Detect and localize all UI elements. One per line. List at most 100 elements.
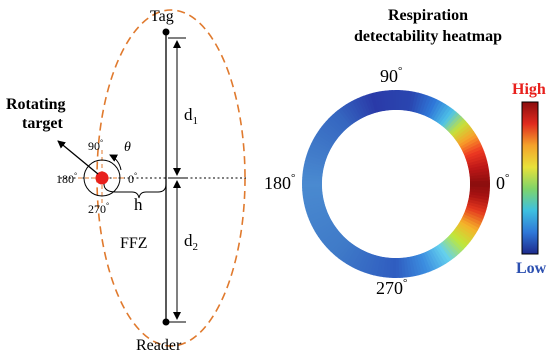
heatmap-ring-segment <box>441 240 457 259</box>
heatmap-ring-segment <box>452 229 471 245</box>
heatmap-ring-segment <box>360 95 371 116</box>
heatmap-ring-segment <box>343 104 357 123</box>
heatmap-ring-segment <box>403 90 410 111</box>
heatmap-ring-segment <box>443 238 460 257</box>
heatmap-ring-segment <box>430 100 443 120</box>
heatmap-ring-segment <box>463 211 484 223</box>
heatmap-ring-segment <box>435 245 449 264</box>
angle-180-label: 180° <box>56 171 77 186</box>
heatmap-ring-segment <box>401 257 407 278</box>
heatmap-ring-segment <box>406 256 413 278</box>
heatmap-ring-segment <box>308 211 329 223</box>
heatmap-ring-segment <box>302 191 323 198</box>
target-direction-arrow <box>57 140 99 175</box>
d2-label: d2 <box>184 231 198 253</box>
reader-dot <box>162 318 170 326</box>
heatmap-ring-segment <box>302 186 323 192</box>
heatmap-ring-segment <box>418 94 429 115</box>
heatmap-ring-segment <box>346 246 360 266</box>
heatmap-ring-segment <box>467 157 488 167</box>
heatmap-ring-segment <box>418 253 429 274</box>
heatmap-ring-segment <box>468 163 489 172</box>
heatmap-ring-segment <box>421 252 432 273</box>
rotating-target-label-line1: Rotating <box>6 96 66 113</box>
heatmap-ring-segment <box>312 137 332 150</box>
heatmap-ring-segment <box>433 246 447 266</box>
heatmap-ring-segment <box>328 116 345 133</box>
heatmap-ring-segment <box>302 180 323 185</box>
heatmap-ring-segment <box>357 251 369 272</box>
heatmap-ring-segment <box>448 118 466 135</box>
heatmap-ring <box>302 90 490 278</box>
heatmap-ring-segment <box>319 227 338 243</box>
heatmap-ring-segment <box>313 218 333 232</box>
heatmap-ring-segment <box>354 98 366 118</box>
heatmap-ring-segment <box>316 131 335 146</box>
tag-dot <box>162 28 170 36</box>
heatmap-ring-segment <box>311 216 331 229</box>
heatmap-ring-segment <box>335 109 351 128</box>
h-brace <box>103 183 167 199</box>
heatmap-ring-segment <box>416 254 426 275</box>
heatmap-ring-segment <box>306 206 327 217</box>
heatmap-ring-segment <box>460 218 480 231</box>
heatmap-ring-segment <box>370 255 379 276</box>
heatmap-ring-segment <box>335 240 351 259</box>
heatmap-ring-segment <box>389 257 394 278</box>
angle-0-label: 0° <box>128 171 137 186</box>
heatmap-ring-segment <box>302 170 323 177</box>
heatmap-ring-segment <box>403 257 410 278</box>
heatmap-ring-segment <box>432 102 446 122</box>
heatmap-ring-segment <box>325 118 343 135</box>
heatmap-ring-segment <box>337 107 353 126</box>
h-label: h <box>134 195 143 214</box>
heatmap-ring-segment <box>423 96 435 117</box>
heatmap-ring-segment <box>464 148 485 159</box>
ffz-diagram: Tag Reader d1 d2 h FFZ Rotating target θ… <box>6 8 246 354</box>
heatmap-ring-segment <box>363 94 374 115</box>
heatmap-ring-segment <box>349 248 362 268</box>
heatmap-ring-segment <box>408 256 417 277</box>
heatmap-ring-segment <box>468 196 489 204</box>
heatmap-ring-segment <box>445 236 462 254</box>
heatmap-ring-segment <box>462 213 483 226</box>
heatmap-ring-segment <box>423 251 435 272</box>
heatmap-ring-segment <box>304 158 325 167</box>
angle-90-label: 90° <box>88 138 103 153</box>
heatmap-ring-segment <box>379 90 386 112</box>
heatmap-ring-segment <box>469 183 490 188</box>
heatmap-ring-segment <box>302 194 324 201</box>
heatmap-ring-segment <box>375 91 384 112</box>
heatmap-ring-segment <box>468 193 490 201</box>
heatmap-ring-segment <box>314 221 334 235</box>
heatmap-ring-segment <box>445 113 462 131</box>
heatmap-ring-segment <box>366 254 376 275</box>
heatmap-ring-segment <box>333 238 349 257</box>
heatmap-angle-180-label: 180° <box>264 172 295 193</box>
heatmap-ring-segment <box>439 242 455 261</box>
heatmap-ring-segment <box>450 231 469 247</box>
heatmap-ring-segment <box>441 109 457 128</box>
heatmap-ring-segment <box>416 93 426 114</box>
heatmap-ring-segment <box>379 256 387 278</box>
heatmap-ring-segment <box>302 177 323 182</box>
heatmap-ring-segment <box>319 126 338 141</box>
heatmap-ring-segment <box>430 247 444 267</box>
heatmap-ring-segment <box>385 90 391 111</box>
heatmap-ring-segment <box>455 128 474 143</box>
heatmap-ring-segment <box>466 204 487 214</box>
heatmap-ring-segment <box>373 255 381 277</box>
heatmap-ring-segment <box>372 92 381 113</box>
rotating-target-label-line2: target <box>22 115 64 132</box>
heatmap-ring-segment <box>304 199 325 208</box>
heatmap-ring-segment <box>311 139 331 152</box>
heatmap-ring-segment <box>413 92 422 113</box>
ffz-label: FFZ <box>120 235 148 252</box>
heatmap-ring-segment <box>340 243 355 263</box>
heatmap-ring-segment <box>308 145 329 157</box>
heatmap-ring-segment <box>357 96 369 117</box>
heatmap-ring-segment <box>317 128 337 143</box>
heatmap-ring-segment <box>454 125 473 141</box>
theta-label: θ <box>124 140 131 155</box>
